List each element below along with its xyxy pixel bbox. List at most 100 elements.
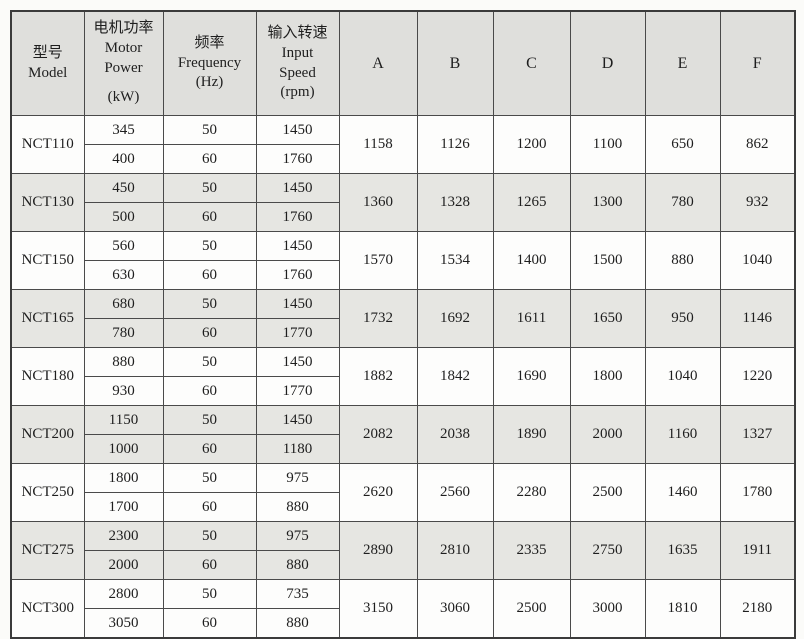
spec-row-nct200-60hz: 1000 60 1180 xyxy=(11,434,795,464)
spec-row-nct165-60hz: 780 60 1770 xyxy=(11,318,795,348)
speed-cell: 880 xyxy=(255,608,340,639)
dim-d-cell: 1800 xyxy=(569,347,646,406)
speed-cell: 1450 xyxy=(255,173,340,203)
dim-a-cell: 1732 xyxy=(338,289,418,348)
power-cell: 3050 xyxy=(83,608,164,639)
dim-c-cell: 1690 xyxy=(492,347,571,406)
speed-cell: 880 xyxy=(255,492,340,522)
dim-c-column-header: C xyxy=(492,10,571,116)
frequency-header-unit: (Hz) xyxy=(195,74,224,91)
dim-f-cell: 1780 xyxy=(719,463,796,522)
model-cell: NCT250 xyxy=(10,463,85,522)
dim-b-cell: 1842 xyxy=(416,347,494,406)
dim-c-cell: 1890 xyxy=(492,405,571,464)
speed-cell: 735 xyxy=(255,579,340,609)
speed-cell: 1760 xyxy=(255,144,340,174)
dim-e-cell: 1460 xyxy=(644,463,721,522)
spec-row-nct300-60hz: 3050 60 880 xyxy=(11,608,795,639)
speed-header-en1: Input xyxy=(281,44,314,61)
speed-header-en2: Speed xyxy=(279,64,316,81)
model-cell: NCT300 xyxy=(10,579,85,639)
speed-cell: 1450 xyxy=(255,289,340,319)
spec-row-nct180-60hz: 930 60 1770 xyxy=(11,376,795,406)
dim-e-cell: 1810 xyxy=(644,579,721,639)
dim-b-cell: 1534 xyxy=(416,231,494,290)
dim-f-column-header: F xyxy=(719,10,796,116)
dim-d-cell: 1100 xyxy=(569,115,646,174)
power-column-header: 电机功率 Motor Power (kW) xyxy=(83,10,164,116)
frequency-cell: 50 xyxy=(162,405,257,435)
dim-f-cell: 932 xyxy=(719,173,796,232)
spec-row-nct275-50hz: NCT275 2300 50 975 2890 2810 2335 2750 1635 1911 xyxy=(10,521,796,580)
dim-e-cell: 1160 xyxy=(644,405,721,464)
frequency-cell: 50 xyxy=(162,173,257,203)
dim-f-cell: 862 xyxy=(719,115,796,174)
table-body: NCT110 345 50 1450 1158 1126 1200 1100 650 862 400… xyxy=(10,115,796,639)
model-cell: NCT180 xyxy=(10,347,85,406)
dim-a-cell: 2620 xyxy=(338,463,418,522)
frequency-cell: 50 xyxy=(162,347,257,377)
speed-cell: 1770 xyxy=(255,376,340,406)
frequency-cell: 60 xyxy=(162,318,257,348)
frequency-cell: 50 xyxy=(162,289,257,319)
power-cell: 1800 xyxy=(83,463,164,493)
spec-row-nct110-50hz: NCT110 345 50 1450 1158 1126 1200 1100 650 862 xyxy=(10,115,796,174)
speed-header-unit: (rpm) xyxy=(280,84,315,101)
frequency-header-en: Frequency xyxy=(177,54,242,71)
spec-row-nct110-60hz: 400 60 1760 xyxy=(11,144,795,174)
dim-f-cell: 1911 xyxy=(719,521,796,580)
frequency-header-cn: 频率 xyxy=(194,34,225,51)
speed-cell: 1450 xyxy=(255,405,340,435)
model-cell: NCT110 xyxy=(10,115,85,174)
dim-b-cell: 1692 xyxy=(416,289,494,348)
dim-a-cell: 1158 xyxy=(338,115,418,174)
power-cell: 1700 xyxy=(83,492,164,522)
frequency-cell: 60 xyxy=(162,492,257,522)
power-cell: 560 xyxy=(83,231,164,261)
spec-row-nct200-50hz: NCT200 1150 50 1450 2082 2038 1890 2000 1160 1327 xyxy=(10,405,796,464)
dim-c-cell: 2335 xyxy=(492,521,571,580)
dim-c-cell: 1200 xyxy=(492,115,571,174)
spec-row-nct165-50hz: NCT165 680 50 1450 1732 1692 1611 1650 950 1146 xyxy=(10,289,796,348)
header-row: 型号 Model 电机功率 Motor Power (kW) 频率 Freque… xyxy=(10,10,796,116)
power-header-en2: Power xyxy=(104,60,143,76)
spec-row-nct130-60hz: 500 60 1760 xyxy=(11,202,795,232)
frequency-cell: 60 xyxy=(162,376,257,406)
frequency-cell: 50 xyxy=(162,231,257,261)
model-cell: NCT200 xyxy=(10,405,85,464)
spec-row-nct150-60hz: 630 60 1760 xyxy=(11,260,795,290)
dim-c-cell: 2500 xyxy=(492,579,571,639)
frequency-cell: 60 xyxy=(162,202,257,232)
dim-a-cell: 1570 xyxy=(338,231,418,290)
dim-d-cell: 1500 xyxy=(569,231,646,290)
power-cell: 500 xyxy=(83,202,164,232)
dim-c-cell: 2280 xyxy=(492,463,571,522)
spec-row-nct180-50hz: NCT180 880 50 1450 1882 1842 1690 1800 1040 1220 xyxy=(10,347,796,406)
spec-row-nct130-50hz: NCT130 450 50 1450 1360 1328 1265 1300 780 932 xyxy=(10,173,796,232)
power-cell: 2800 xyxy=(83,579,164,609)
dim-d-cell: 3000 xyxy=(569,579,646,639)
dim-a-cell: 1360 xyxy=(338,173,418,232)
frequency-cell: 50 xyxy=(162,463,257,493)
frequency-cell: 50 xyxy=(162,521,257,551)
speed-cell: 1450 xyxy=(255,347,340,377)
dim-e-cell: 1040 xyxy=(644,347,721,406)
power-cell: 880 xyxy=(83,347,164,377)
frequency-cell: 50 xyxy=(162,115,257,145)
dim-e-cell: 880 xyxy=(644,231,721,290)
spec-row-nct150-50hz: NCT150 560 50 1450 1570 1534 1400 1500 880 1040 xyxy=(10,231,796,290)
power-cell: 680 xyxy=(83,289,164,319)
frequency-cell: 60 xyxy=(162,550,257,580)
dim-e-cell: 950 xyxy=(644,289,721,348)
power-header-cn: 电机功率 xyxy=(93,20,154,37)
dim-f-cell: 1327 xyxy=(719,405,796,464)
dim-b-cell: 2560 xyxy=(416,463,494,522)
dim-b-cell: 1126 xyxy=(416,115,494,174)
dim-d-cell: 2000 xyxy=(569,405,646,464)
table-header: 型号 Model 电机功率 Motor Power (kW) 频率 Freque… xyxy=(10,10,796,116)
dim-d-cell: 1650 xyxy=(569,289,646,348)
frequency-cell: 60 xyxy=(162,434,257,464)
dim-f-cell: 1040 xyxy=(719,231,796,290)
speed-cell: 1760 xyxy=(255,260,340,290)
